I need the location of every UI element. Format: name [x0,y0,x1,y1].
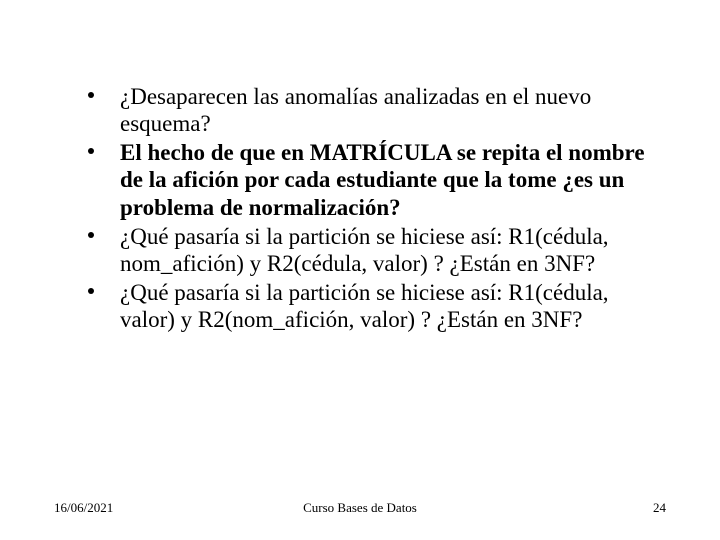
bullet-text: ¿Desaparecen las anomalías analizadas en… [120,84,591,136]
bullet-list: ¿Desaparecen las anomalías analizadas en… [82,83,660,333]
list-item: ¿Qué pasaría si la partición se hiciese … [82,223,660,277]
bullet-text: ¿Qué pasaría si la partición se hiciese … [120,280,609,332]
list-item: El hecho de que en MATRÍCULA se repita e… [82,139,660,220]
bullet-text: ¿Qué pasaría si la partición se hiciese … [120,224,609,276]
slide: ¿Desaparecen las anomalías analizadas en… [0,0,720,540]
bullet-icon [88,148,94,154]
content-area: ¿Desaparecen las anomalías analizadas en… [82,83,660,335]
footer-page-number: 24 [653,500,666,516]
bullet-icon [88,92,94,98]
bullet-icon [88,232,94,238]
list-item: ¿Qué pasaría si la partición se hiciese … [82,279,660,333]
footer-title: Curso Bases de Datos [0,500,720,516]
footer: 16/06/2021 Curso Bases de Datos 24 [0,500,720,518]
bullet-icon [88,288,94,294]
list-item: ¿Desaparecen las anomalías analizadas en… [82,83,660,137]
bullet-text: El hecho de que en MATRÍCULA se repita e… [120,140,645,219]
